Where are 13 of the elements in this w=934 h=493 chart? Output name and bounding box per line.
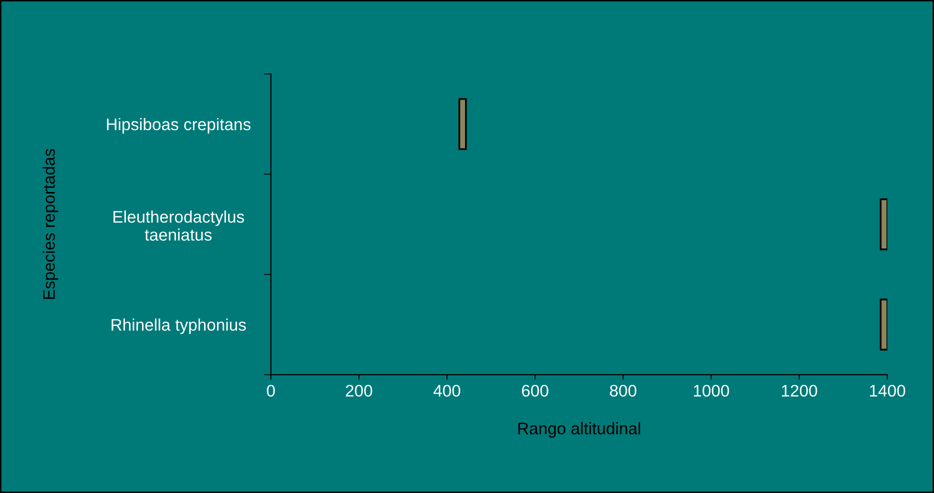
y-axis-title: Especies reportadas xyxy=(42,148,58,299)
y-tick-label: Hipsiboas crepitans xyxy=(107,118,251,134)
x-tick-label: 600 xyxy=(522,384,548,397)
x-tick-label: 800 xyxy=(610,384,636,397)
x-axis-title: Rango altitudinal xyxy=(518,422,640,438)
x-tick-label: 0 xyxy=(266,384,275,397)
y-tick-label: Eleutherodactylus taeniatus xyxy=(114,210,244,241)
x-tick-label: 1000 xyxy=(694,384,730,397)
x-tick-label: 1400 xyxy=(870,384,906,397)
y-tick-label: Rhinella typhonius xyxy=(112,318,246,334)
x-tick-label: 400 xyxy=(433,384,460,397)
x-tick-label: 1200 xyxy=(782,384,818,397)
x-tick-label: 200 xyxy=(346,384,372,397)
